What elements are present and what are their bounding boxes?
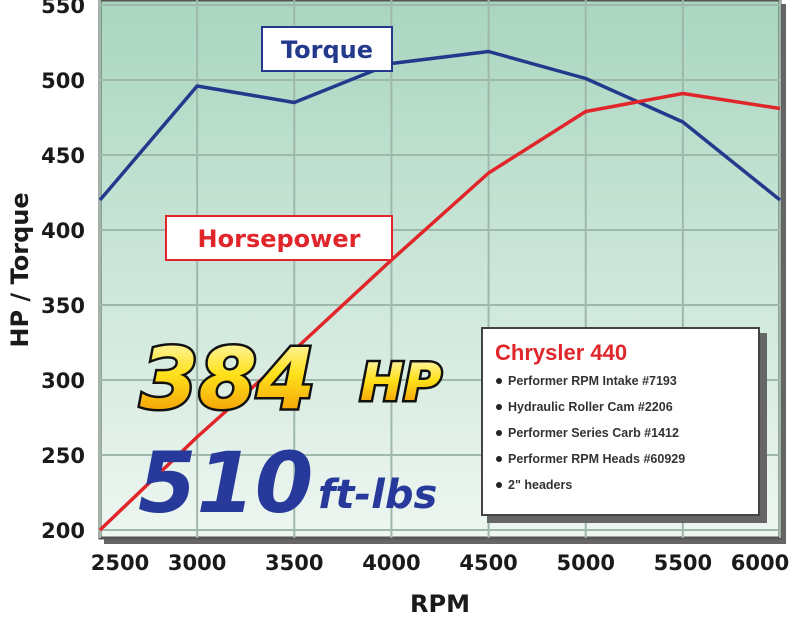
- torque-peak-unit: ft-lbs: [318, 472, 437, 518]
- y-axis-ticks: 550 500 450 400 350 300 250 200: [41, 0, 85, 543]
- y-tick-label: 500: [41, 69, 85, 93]
- info-box-title: Chrysler 440: [495, 340, 627, 365]
- y-tick-label: 450: [41, 144, 85, 168]
- x-tick-label: 4000: [362, 551, 420, 575]
- torque-peak-value: 510: [138, 434, 313, 532]
- x-tick-label: 2500: [91, 551, 149, 575]
- y-tick-label: 350: [41, 294, 85, 318]
- x-tick-label: 3000: [168, 551, 226, 575]
- torque-line: [98, 49, 782, 202]
- hp-peak-callout: 384 HP: [138, 328, 445, 431]
- bullet-icon: [496, 378, 502, 384]
- y-tick-label: 200: [41, 519, 85, 543]
- x-axis-label: RPM: [410, 590, 470, 617]
- torque-peak-callout: 510 ft-lbs: [138, 434, 437, 532]
- x-tick-label: 5000: [556, 551, 614, 575]
- hp-peak-unit: HP: [360, 353, 442, 413]
- torque-label-text: Torque: [281, 36, 373, 64]
- bullet-icon: [496, 482, 502, 488]
- x-axis-ticks: 2500 3000 3500 4000 4500 5000 5500 6000: [91, 551, 789, 575]
- info-box-item: Performer RPM Heads #60929: [508, 452, 685, 466]
- info-box: Chrysler 440 Performer RPM Intake #7193 H…: [481, 327, 767, 523]
- x-tick-label: 6000: [731, 551, 789, 575]
- bullet-icon: [496, 456, 502, 462]
- horsepower-line: [98, 91, 781, 532]
- x-tick-label: 4500: [459, 551, 517, 575]
- series-lines: [98, 49, 782, 532]
- y-tick-label: 250: [41, 444, 85, 468]
- hp-peak-value: 384: [140, 330, 315, 428]
- horsepower-label-text: Horsepower: [198, 225, 361, 253]
- y-tick-label: 300: [41, 369, 85, 393]
- info-box-item: Performer RPM Intake #7193: [508, 374, 677, 388]
- bullet-icon: [496, 430, 502, 436]
- info-box-item: Performer Series Carb #1412: [508, 426, 679, 440]
- info-box-item: 2" headers: [508, 478, 572, 492]
- x-tick-label: 5500: [654, 551, 712, 575]
- torque-legend-label: Torque: [261, 26, 393, 72]
- y-tick-label: 400: [41, 219, 85, 243]
- bullet-icon: [496, 404, 502, 410]
- info-box-item: Hydraulic Roller Cam #2206: [508, 400, 673, 414]
- x-tick-label: 3500: [265, 551, 323, 575]
- horsepower-legend-label: Horsepower: [165, 215, 393, 261]
- y-axis-label: HP / Torque: [6, 192, 34, 347]
- y-tick-label: 550: [41, 0, 85, 18]
